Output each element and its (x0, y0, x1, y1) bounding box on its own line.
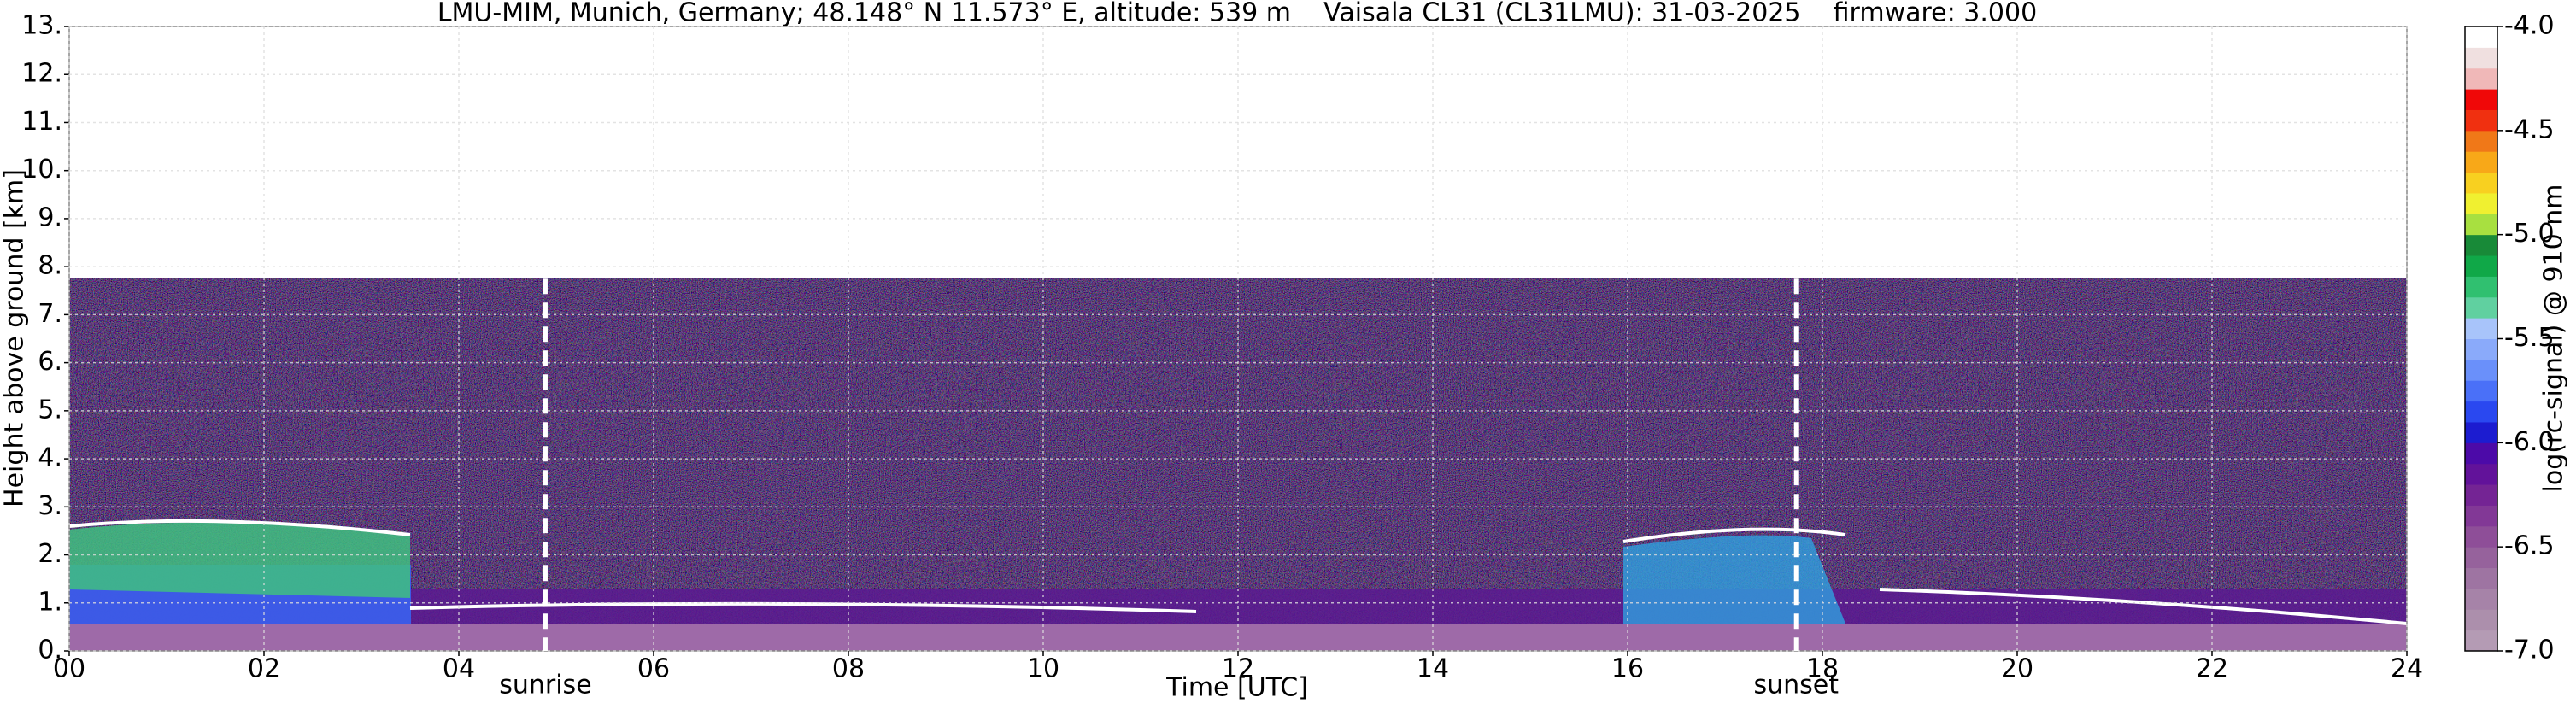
colorbar-level (2465, 484, 2497, 506)
x-tick-label: 16 (1611, 654, 1644, 684)
colorbar-level (2465, 505, 2497, 527)
colorbar-tick-label: -6.5 (2504, 531, 2555, 561)
colorbar-level (2465, 338, 2497, 360)
y-tick-label: 6. (38, 347, 62, 377)
colorbar-level (2465, 630, 2497, 652)
x-tick-label: 24 (2391, 654, 2423, 684)
y-tick-label: 10. (21, 155, 62, 185)
colorbar-level (2465, 296, 2497, 319)
colorbar-level (2465, 547, 2497, 569)
y-axis-label: Height above ground [km] (0, 169, 30, 507)
colorbar-level (2465, 67, 2497, 90)
colorbar-tick-label: -7.0 (2504, 636, 2555, 665)
x-tick-label: 04 (443, 654, 475, 684)
colorbar-tick-label: -4.5 (2504, 114, 2555, 144)
y-tick-label: 7. (38, 299, 62, 329)
x-tick-label: 18 (1806, 654, 1839, 684)
colorbar-level (2465, 130, 2497, 152)
colorbar-tick-label: -6.0 (2504, 427, 2555, 457)
colorbar-level (2465, 567, 2497, 589)
x-axis-label: Time [UTC] (1165, 673, 1308, 703)
y-tick-label: 2. (38, 539, 62, 569)
colorbar-level (2465, 47, 2497, 69)
colorbar-label: log(rc-signal) @ 910 nm (2539, 185, 2569, 493)
colorbar-level (2465, 214, 2497, 236)
x-tick-label: 06 (637, 654, 670, 684)
colorbar-level (2465, 380, 2497, 402)
x-tick-label: 10 (1027, 654, 1059, 684)
y-tick-label: 3. (38, 491, 62, 521)
x-tick-label: 08 (832, 654, 865, 684)
colorbar-level (2465, 463, 2497, 485)
annotation-label: sunset (1753, 671, 1839, 700)
colorbar-level (2465, 151, 2497, 173)
colorbar-tick-label: -4.0 (2504, 11, 2555, 41)
colorbar-level (2465, 421, 2497, 443)
x-tick-label: 12 (1222, 654, 1254, 684)
colorbar-level (2465, 89, 2497, 110)
colorbar-level (2465, 172, 2497, 194)
x-tick-label: 14 (1417, 654, 1449, 684)
chart-title: LMU-MIM, Munich, Germany; 48.148° N 11.5… (437, 0, 2037, 28)
y-tick-label: 4. (38, 443, 62, 473)
y-tick-label: 9. (38, 202, 62, 232)
x-tick-label: 22 (2196, 654, 2228, 684)
x-tick-label: 00 (53, 654, 85, 684)
colorbar-level (2465, 318, 2497, 339)
colorbar-level (2465, 359, 2497, 381)
colorbar-level (2465, 401, 2497, 423)
annotation-label: sunrise (499, 671, 591, 700)
colorbar-level (2465, 234, 2497, 256)
y-tick-label: 0. (38, 636, 62, 665)
colorbar-level (2465, 442, 2497, 465)
colorbar-level (2465, 109, 2497, 132)
y-tick-label: 11. (21, 107, 62, 137)
y-tick-label: 12. (21, 59, 62, 89)
y-tick-label: 1. (38, 587, 62, 617)
colorbar-level (2465, 192, 2497, 214)
colorbar-level (2465, 525, 2497, 548)
colorbar-level (2465, 609, 2497, 631)
colorbar-tick-label: -5.0 (2504, 219, 2555, 249)
colorbar-level (2465, 255, 2497, 277)
x-tick-label: 02 (248, 654, 280, 684)
y-tick-label: 13. (21, 11, 62, 41)
colorbar-level (2465, 26, 2497, 48)
colorbar-tick-label: -5.5 (2504, 323, 2555, 353)
y-tick-label: 5. (38, 395, 62, 425)
y-tick-label: 8. (38, 251, 62, 281)
x-tick-label: 20 (2001, 654, 2033, 684)
colorbar-level (2465, 276, 2497, 298)
colorbar-level (2465, 588, 2497, 610)
